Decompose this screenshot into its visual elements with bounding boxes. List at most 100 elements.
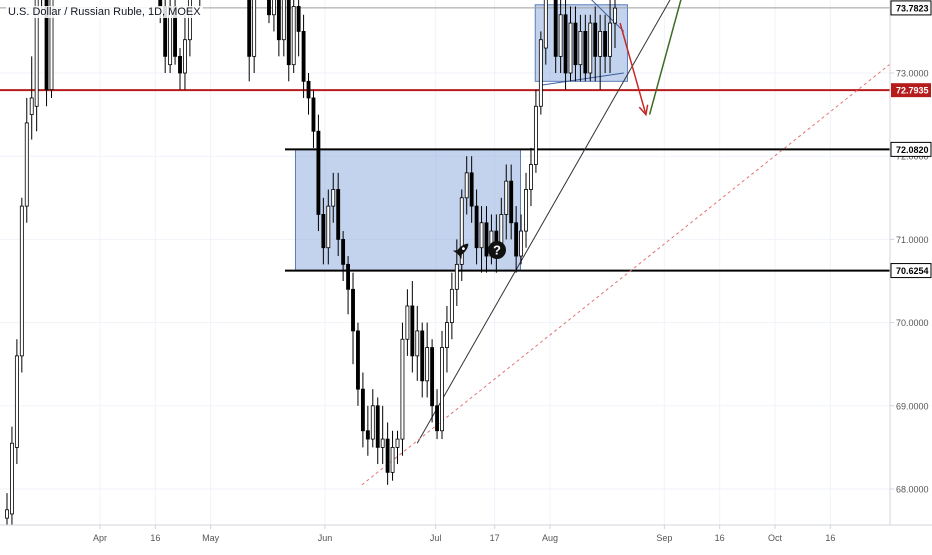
candle[interactable] [603, 30, 608, 57]
rising-trendline[interactable] [416, 0, 889, 444]
x-tick-label: 17 [490, 533, 500, 543]
candle[interactable] [514, 222, 519, 257]
x-tick-label: 16 [825, 533, 835, 543]
candle[interactable] [306, 80, 311, 99]
candle[interactable] [464, 172, 469, 199]
candle[interactable] [331, 189, 336, 207]
candle[interactable] [316, 130, 321, 215]
candle[interactable] [252, 0, 257, 57]
candle[interactable] [14, 355, 19, 448]
candle[interactable] [187, 0, 192, 41]
triangle-lower[interactable] [538, 72, 624, 86]
candle[interactable] [49, 0, 54, 91]
candle[interactable] [281, 0, 286, 41]
candle[interactable] [558, 14, 563, 57]
candle[interactable] [271, 0, 276, 16]
candle[interactable] [311, 97, 316, 132]
candle[interactable] [593, 22, 598, 57]
y-tick-label: 69.0000 [896, 401, 929, 411]
candle[interactable] [415, 330, 420, 357]
candle[interactable] [276, 0, 281, 41]
rocket-icon[interactable] [452, 239, 473, 260]
red-arrow-down[interactable] [619, 22, 647, 115]
candle[interactable] [10, 442, 14, 515]
candle[interactable] [538, 39, 543, 107]
green-arrow-up-2[interactable] [648, 0, 709, 115]
candle[interactable] [326, 205, 331, 249]
candle[interactable] [529, 164, 533, 190]
time-axis [0, 525, 932, 550]
candle[interactable] [440, 347, 444, 432]
candle[interactable] [267, 0, 271, 16]
candle[interactable] [479, 222, 484, 249]
candle[interactable] [286, 0, 291, 66]
candle[interactable] [296, 6, 301, 32]
candle[interactable] [469, 172, 474, 207]
candle[interactable] [454, 263, 459, 290]
dashed-trendline[interactable] [361, 64, 890, 486]
y-tick-label: 70.0000 [896, 318, 929, 328]
candle[interactable] [533, 105, 538, 165]
candle[interactable] [598, 30, 603, 57]
candle[interactable] [435, 405, 439, 432]
candle[interactable] [425, 347, 430, 382]
candle[interactable] [321, 214, 326, 249]
candle[interactable] [291, 6, 296, 66]
candle[interactable] [519, 230, 524, 257]
candle[interactable] [19, 205, 24, 357]
candle[interactable] [445, 322, 449, 348]
x-tick-label: Jun [318, 533, 333, 543]
candle[interactable] [449, 288, 454, 324]
candle[interactable] [351, 288, 355, 332]
candle[interactable] [474, 205, 479, 249]
candle[interactable] [573, 22, 578, 66]
candle[interactable] [178, 55, 182, 74]
candle[interactable] [5, 509, 9, 519]
candle[interactable] [247, 0, 252, 57]
candle[interactable] [183, 39, 187, 74]
candle[interactable] [24, 122, 29, 207]
candle[interactable] [356, 330, 360, 390]
candle[interactable] [346, 263, 351, 290]
question-icon[interactable]: ? [488, 241, 506, 259]
candle[interactable] [336, 189, 341, 240]
candle[interactable] [420, 330, 425, 382]
candle[interactable] [365, 430, 370, 440]
candle[interactable] [301, 30, 306, 82]
candle[interactable] [578, 30, 583, 66]
candle[interactable] [370, 405, 375, 440]
candle[interactable] [588, 22, 593, 74]
candle[interactable] [380, 438, 385, 448]
candle[interactable] [504, 180, 509, 215]
candle[interactable] [360, 388, 365, 432]
price-badge-label: 72.0820 [896, 145, 929, 155]
candle[interactable] [390, 446, 395, 473]
candle[interactable] [484, 222, 489, 257]
candle[interactable] [583, 30, 588, 74]
candle[interactable] [553, 0, 558, 57]
price-axis [890, 0, 932, 525]
candle[interactable] [509, 180, 514, 224]
candle[interactable] [459, 197, 464, 265]
candle[interactable] [613, 7, 617, 24]
candle[interactable] [543, 0, 548, 49]
candle[interactable] [430, 347, 435, 407]
candle[interactable] [385, 438, 390, 473]
candle[interactable] [395, 438, 400, 448]
candle[interactable] [568, 22, 573, 74]
candle[interactable] [341, 238, 346, 265]
candle[interactable] [375, 405, 380, 448]
candle[interactable] [29, 97, 34, 115]
candle[interactable] [400, 338, 405, 440]
candle[interactable] [405, 305, 410, 340]
candle[interactable] [524, 189, 528, 232]
candle[interactable] [608, 22, 612, 57]
candle[interactable] [410, 305, 415, 357]
x-tick-label: Sep [656, 533, 672, 543]
x-tick-label: May [202, 533, 220, 543]
candle[interactable] [44, 0, 49, 91]
candle[interactable] [563, 14, 568, 74]
